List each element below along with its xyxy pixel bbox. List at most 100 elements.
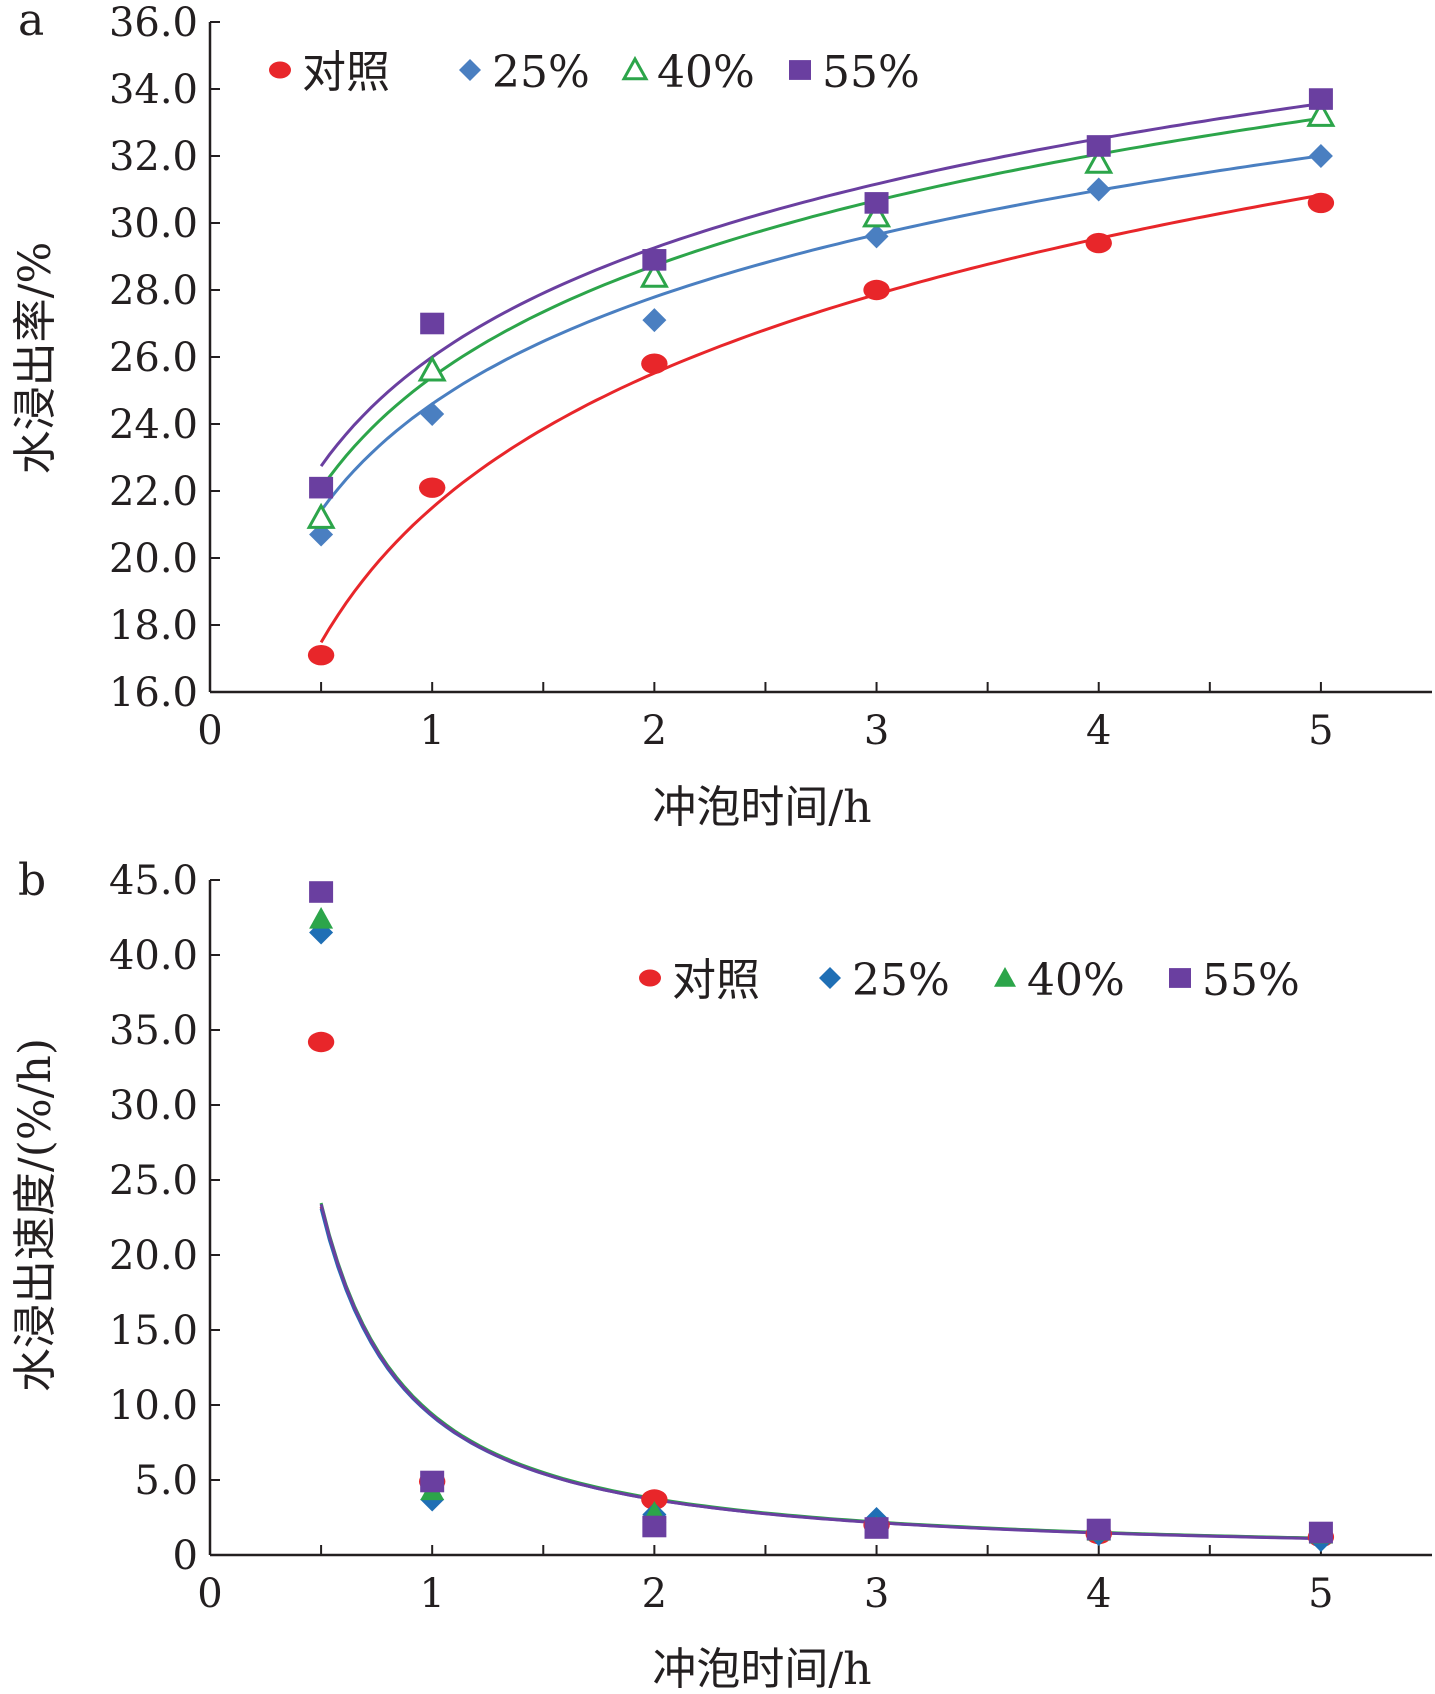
legend-label: 25% <box>852 955 950 1006</box>
data-point <box>641 353 668 374</box>
data-point <box>307 644 335 666</box>
y-tick-label: 24.0 <box>109 402 198 448</box>
fit-curve-40% <box>319 116 1322 490</box>
data-point <box>863 279 890 301</box>
x-axis-title-a: 冲泡时间/h <box>652 782 871 833</box>
y-tick-label: 10.0 <box>109 1383 198 1429</box>
legend-marker <box>269 61 291 79</box>
y-tick-label: 20.0 <box>109 1233 198 1279</box>
legend-label: 40% <box>657 47 755 98</box>
data-point <box>1308 144 1333 168</box>
fit-curve-40% <box>319 1202 1321 1540</box>
y-tick-label: 28.0 <box>109 268 198 314</box>
data-point <box>861 201 892 228</box>
fit-curve-55% <box>319 102 1322 467</box>
data-point <box>418 477 446 498</box>
x-tick-label: 5 <box>1308 1571 1333 1617</box>
y-tick-label: 0 <box>173 1533 198 1579</box>
data-point <box>1086 177 1111 202</box>
legend-label: 55% <box>1202 955 1300 1006</box>
data-point <box>642 1515 667 1538</box>
data-point <box>1084 147 1114 174</box>
y-tick-label: 25.0 <box>109 1158 198 1204</box>
y-tick-label: 26.0 <box>109 335 198 381</box>
x-tick-label: 1 <box>419 1571 444 1617</box>
legend-marker <box>1169 968 1191 988</box>
data-point <box>1308 1521 1333 1544</box>
fit-curve-对照 <box>319 1206 1321 1540</box>
data-point <box>306 502 336 529</box>
x-tick-label: 4 <box>1086 1571 1111 1617</box>
x-tick-label: 4 <box>1086 708 1111 754</box>
x-tick-label: 0 <box>197 708 222 754</box>
x-tick-label: 0 <box>197 1571 222 1617</box>
x-tick-label: 5 <box>1308 708 1333 754</box>
y-axis-title-b: 水浸出速度/(%/h) <box>10 1038 61 1392</box>
legend-marker <box>994 967 1016 987</box>
x-tick-label: 3 <box>864 708 889 754</box>
y-tick-label: 22.0 <box>109 469 198 515</box>
fit-curve-25% <box>319 1208 1321 1540</box>
legend-label: 对照 <box>302 47 390 98</box>
data-point <box>641 1489 668 1510</box>
y-tick-label: 30.0 <box>109 1083 198 1129</box>
data-point <box>864 224 889 249</box>
data-point <box>420 401 445 426</box>
data-point <box>1086 135 1111 157</box>
x-tick-label: 2 <box>642 1571 667 1617</box>
data-point <box>417 355 447 382</box>
legend-marker <box>789 60 811 80</box>
legend-label: 55% <box>822 47 920 98</box>
data-point <box>1085 232 1112 254</box>
y-tick-label: 34.0 <box>109 67 198 113</box>
y-tick-label: 45.0 <box>109 858 198 904</box>
y-axis-title-a: 水浸出率/% <box>10 242 61 475</box>
data-point <box>309 476 334 499</box>
data-point <box>639 261 669 288</box>
legend-marker <box>459 59 481 81</box>
legend-marker <box>819 967 841 989</box>
data-point <box>1086 1518 1111 1541</box>
data-point <box>420 1470 445 1493</box>
legend-marker <box>639 969 661 987</box>
data-point <box>309 881 334 903</box>
data-point <box>1306 100 1336 127</box>
legend-label: 对照 <box>672 955 760 1006</box>
legend-marker <box>621 55 649 81</box>
legend-label: 40% <box>1027 955 1125 1006</box>
legend-b: 对照 25% 40% 55% <box>639 955 1300 1006</box>
y-tick-label: 35.0 <box>109 1008 198 1054</box>
fit-curve-25% <box>319 154 1322 512</box>
panel-label-a: a <box>18 0 44 46</box>
y-tick-label: 36.0 <box>109 0 198 46</box>
fit-curve-对照 <box>319 193 1322 644</box>
x-tick-label: 2 <box>642 708 667 754</box>
x-tick-label: 3 <box>864 1571 889 1617</box>
y-tick-label: 18.0 <box>109 603 198 649</box>
legend-a: 对照 25% 40% 55% <box>269 47 920 98</box>
y-tick-label: 15.0 <box>109 1308 198 1354</box>
y-tick-label: 30.0 <box>109 201 198 247</box>
chart-panel-b: b 0 5.0 10.0 15.0 20.0 25.0 30.0 35.0 40.0 45.0 0… <box>10 855 1432 1694</box>
y-tick-label: 40.0 <box>109 933 198 979</box>
y-tick-label: 5.0 <box>134 1458 198 1504</box>
data-point <box>864 192 889 214</box>
y-tick-label: 20.0 <box>109 536 198 582</box>
y-tick-label: 16.0 <box>109 670 198 716</box>
data-point <box>642 308 667 333</box>
data-point <box>864 1517 889 1539</box>
data-point <box>1308 88 1333 110</box>
chart-panel-a: a 16.018.020.022.024.026.028.030.032.034… <box>10 0 1432 833</box>
data-point <box>420 312 445 335</box>
data-point <box>307 1031 335 1053</box>
data-point <box>309 907 334 929</box>
x-tick-label: 1 <box>419 708 444 754</box>
legend-label: 25% <box>492 47 590 98</box>
y-tick-label: 32.0 <box>109 134 198 180</box>
data-point <box>1307 192 1335 214</box>
fit-curve-55% <box>319 1203 1321 1541</box>
panel-label-b: b <box>18 855 46 906</box>
x-axis-title-b: 冲泡时间/h <box>652 1644 871 1694</box>
data-point <box>642 249 667 271</box>
